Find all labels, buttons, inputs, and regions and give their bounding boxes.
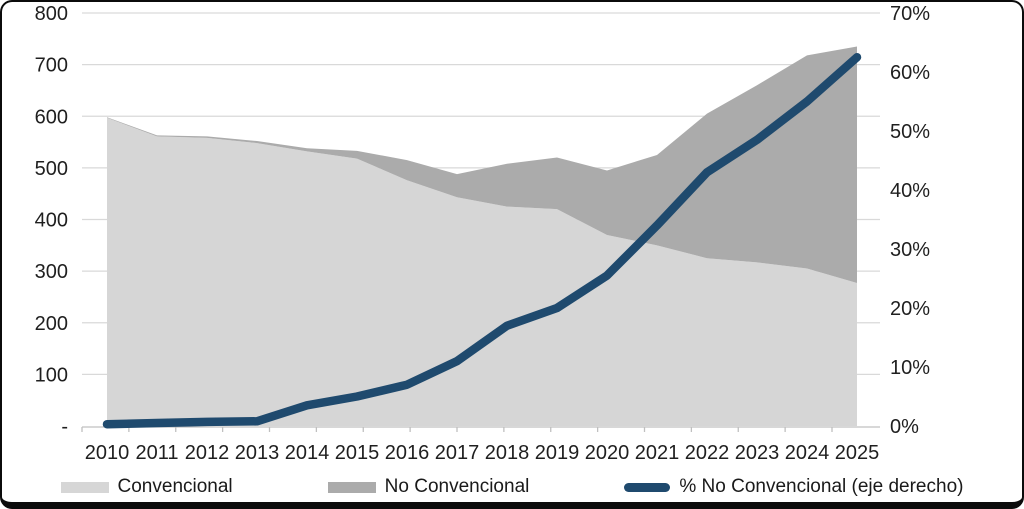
x-axis-year-label: 2017: [435, 442, 480, 464]
x-axis-year-label: 2021: [635, 442, 680, 464]
x-axis-year-label: 2015: [335, 442, 380, 464]
right-axis-tick-label: 10%: [890, 357, 930, 379]
right-axis-tick-label: 20%: [890, 298, 930, 320]
left-axis-tick-label: 800: [35, 3, 68, 25]
x-axis-year-label: 2014: [285, 442, 330, 464]
x-axis-year-label: 2011: [135, 442, 178, 464]
legend-label-no-convencional: No Convencional: [384, 476, 530, 497]
no-convencional-swatch-icon: [327, 481, 376, 493]
x-axis-year-label: 2018: [485, 442, 530, 464]
x-axis-year-label: 2012: [185, 442, 230, 464]
left-axis-tick-label: 100: [35, 364, 68, 386]
pct-line-swatch-icon: [624, 482, 671, 492]
left-axis-tick-label: -: [61, 416, 68, 438]
left-axis-tick-label: 400: [35, 210, 68, 232]
left-axis-tick-label: 600: [35, 106, 68, 128]
convencional-swatch-icon: [60, 481, 109, 493]
right-axis-tick-label: 70%: [890, 3, 930, 25]
x-axis-year-label: 2010: [85, 442, 130, 464]
right-axis-tick-label: 40%: [890, 180, 930, 202]
legend-item-no-convencional: No Convencional: [327, 476, 530, 498]
right-axis-tick-label: 50%: [890, 121, 930, 143]
right-axis-tick-label: 60%: [890, 62, 930, 84]
x-axis-year-label: 2013: [235, 442, 280, 464]
right-axis-tick-label: 0%: [890, 416, 919, 438]
x-axis-year-label: 2025: [835, 442, 880, 464]
left-axis-tick-label: 500: [35, 158, 68, 180]
right-axis-tick-label: 30%: [890, 239, 930, 261]
x-axis-year-label: 2023: [735, 442, 780, 464]
x-axis-year-label: 2022: [685, 442, 730, 464]
stacked-area-line-chart: - 100 200 300 400 500 600 700 800 0% 10% 20% 30% 40% 5…: [35, 3, 931, 464]
left-axis-tick-label: 300: [35, 261, 68, 283]
legend-label-pct-line: % No Convencional (eje derecho): [679, 476, 964, 497]
legend-label-convencional: Convencional: [117, 476, 233, 497]
x-axis-year-label: 2020: [585, 442, 630, 464]
x-axis-year-label: 2019: [535, 442, 580, 464]
left-axis-tick-label: 700: [35, 55, 68, 77]
legend-item-convencional: Convencional: [60, 476, 233, 498]
x-axis-year-label: 2016: [385, 442, 430, 464]
legend-item-pct-line: % No Convencional (eje derecho): [624, 476, 963, 498]
chart-legend: Convencional No Convencional % No Conven…: [0, 476, 1024, 498]
x-axis-year-label: 2024: [785, 442, 830, 464]
left-axis-tick-label: 200: [35, 313, 68, 335]
